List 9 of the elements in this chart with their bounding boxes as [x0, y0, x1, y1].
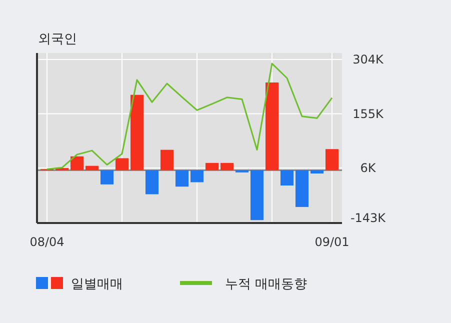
legend-label: 일별매매	[71, 277, 123, 292]
x-tick-label: 09/01	[314, 235, 350, 249]
y2-tick-label: -143K	[350, 211, 387, 225]
x-tick-label: 08/04	[30, 235, 64, 249]
chart-title: 외국인	[38, 32, 77, 47]
y2-tick-label: 304K	[352, 52, 385, 67]
legend-label: 누적 매매동향	[225, 277, 308, 292]
y2-tick-label: 6K	[360, 161, 377, 176]
y2-tick-label: 155K	[352, 106, 385, 121]
